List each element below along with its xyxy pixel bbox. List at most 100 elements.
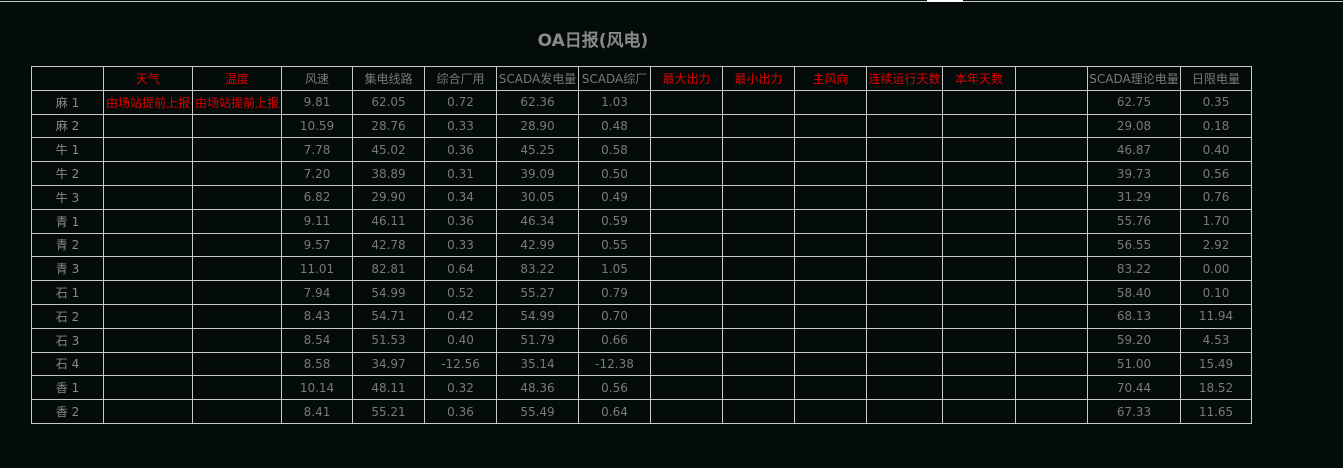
table-cell: 6.82 [281, 184, 353, 210]
table-cell [192, 303, 282, 329]
table-cell: 28.90 [496, 113, 579, 139]
table-row: 青 1 9.11 46.11 0.36 46.34 0.59 55.76 1.70 [31, 208, 1252, 234]
table-cell: 38.89 [352, 161, 425, 186]
window-top-border [0, 1, 1343, 2]
table-cell [942, 399, 1016, 424]
table-cell: 62.05 [352, 89, 425, 115]
table-cell [866, 208, 943, 234]
table-cell [866, 113, 943, 139]
table-cell [650, 256, 723, 282]
column-header: 集电线路 [352, 66, 425, 91]
table-cell: 70.44 [1087, 375, 1181, 401]
table-cell: 55.49 [496, 399, 579, 424]
column-header: SCADA综厂 [578, 66, 651, 91]
table-cell [794, 351, 867, 377]
table-cell: 0.72 [424, 89, 497, 115]
table-cell [942, 256, 1016, 282]
table-cell [1015, 232, 1088, 258]
table-cell: 由场站提前上报 [103, 89, 193, 115]
table-row: 麻 2 10.59 28.76 0.33 28.90 0.48 29.08 0.18 [31, 113, 1252, 139]
table-cell: 9.11 [281, 208, 353, 234]
table-cell: 0.33 [424, 232, 497, 258]
table-cell: 46.34 [496, 208, 579, 234]
table-cell [650, 327, 723, 353]
row-label: 石 3 [31, 327, 104, 353]
table-cell: 4.53 [1180, 327, 1252, 353]
table-cell: 1.05 [578, 256, 651, 282]
table-cell: 56.55 [1087, 232, 1181, 258]
table-cell: 0.66 [578, 327, 651, 353]
table-cell [1015, 375, 1088, 401]
table-cell [794, 208, 867, 234]
column-header [1015, 66, 1088, 91]
table-cell [722, 184, 795, 210]
page-title: OA日报(风电) [537, 31, 649, 51]
table-cell [794, 232, 867, 258]
table-cell: 45.25 [496, 137, 579, 163]
table-cell: 0.10 [1180, 280, 1252, 305]
table-cell: 1.03 [578, 89, 651, 115]
table-cell: 46.11 [352, 208, 425, 234]
row-label: 青 2 [31, 232, 104, 258]
table-cell: 18.52 [1180, 375, 1252, 401]
table-cell [722, 327, 795, 353]
table-cell [942, 303, 1016, 329]
table-cell [650, 208, 723, 234]
table-row: 麻 1 由场站提前上报 由场站提前上报 9.81 62.05 0.72 62.36 1.03 6… [31, 89, 1252, 115]
table-cell: 8.58 [281, 351, 353, 377]
table-cell [650, 89, 723, 115]
table-cell: 39.09 [496, 161, 579, 186]
table-cell [103, 137, 193, 163]
table-cell: 8.41 [281, 399, 353, 424]
table-cell: 0.52 [424, 280, 497, 305]
table-cell: 59.20 [1087, 327, 1181, 353]
table-cell: 10.14 [281, 375, 353, 401]
table-cell: 48.36 [496, 375, 579, 401]
table-cell: 7.20 [281, 161, 353, 186]
table-cell [103, 232, 193, 258]
table-cell [103, 184, 193, 210]
table-cell [722, 208, 795, 234]
column-header: 连续运行天数 [866, 66, 943, 91]
table-cell [103, 208, 193, 234]
table-cell [103, 256, 193, 282]
table-cell [942, 351, 1016, 377]
table-cell: 0.50 [578, 161, 651, 186]
table-cell [866, 89, 943, 115]
column-header: 温度 [192, 66, 282, 91]
table-cell: 82.81 [352, 256, 425, 282]
table-cell: 0.59 [578, 208, 651, 234]
table-cell [650, 184, 723, 210]
table-cell [942, 161, 1016, 186]
table-cell [192, 113, 282, 139]
table-cell: 51.53 [352, 327, 425, 353]
table-cell: -12.38 [578, 351, 651, 377]
table-cell [192, 208, 282, 234]
table-cell [722, 161, 795, 186]
table-cell [942, 89, 1016, 115]
table-cell: 0.56 [578, 375, 651, 401]
table-row: 香 1 10.14 48.11 0.32 48.36 0.56 70.44 18.52 [31, 375, 1252, 401]
table-cell [1015, 208, 1088, 234]
table-cell [650, 351, 723, 377]
row-label: 青 1 [31, 208, 104, 234]
table-cell [722, 137, 795, 163]
table-cell [103, 351, 193, 377]
table-cell: 由场站提前上报 [192, 89, 282, 115]
table-cell: 0.48 [578, 113, 651, 139]
table-cell [1015, 113, 1088, 139]
table-cell [192, 399, 282, 424]
table-cell: 58.40 [1087, 280, 1181, 305]
table-cell: 42.78 [352, 232, 425, 258]
table-cell: 0.36 [424, 137, 497, 163]
table-cell [1015, 327, 1088, 353]
table-cell: 29.08 [1087, 113, 1181, 139]
table-cell: 0.36 [424, 399, 497, 424]
table-cell: 1.70 [1180, 208, 1252, 234]
table-cell [722, 232, 795, 258]
table-cell: 62.36 [496, 89, 579, 115]
column-header [31, 66, 104, 91]
table-cell: 0.79 [578, 280, 651, 305]
table-cell: 0.32 [424, 375, 497, 401]
table-cell: 0.40 [1180, 137, 1252, 163]
